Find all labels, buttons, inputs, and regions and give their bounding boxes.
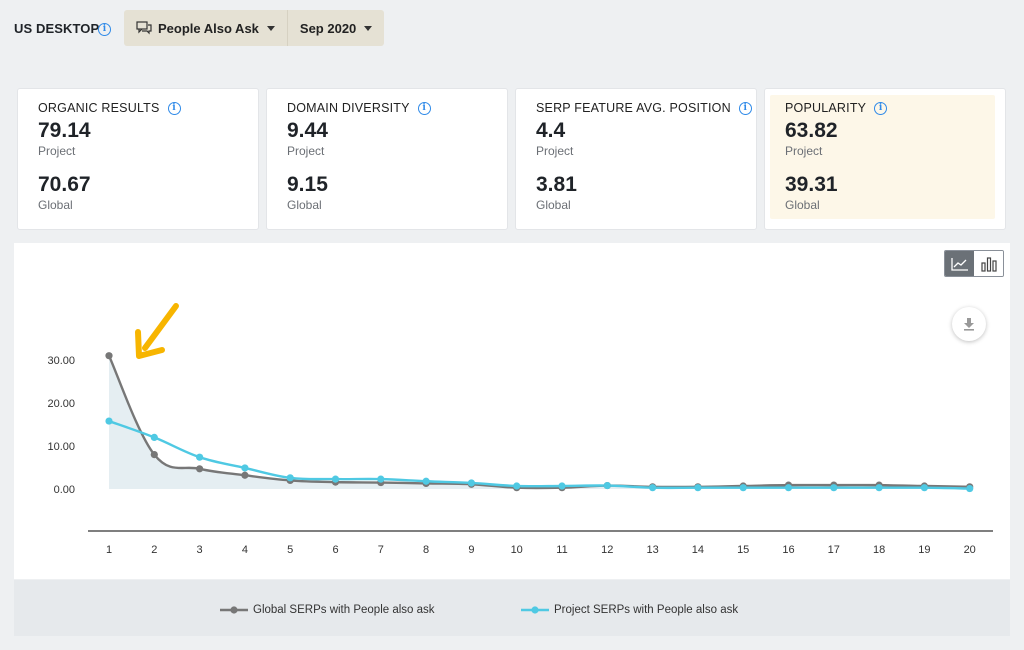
global-value: 70.67 [38,173,91,196]
card-title: ORGANIC RESULTS [38,101,160,115]
metric-card-popularity: POPULARITY i 63.82 Project 39.31 Global [764,88,1006,230]
date-dropdown[interactable]: Sep 2020 [286,10,384,46]
info-icon[interactable]: i [874,101,888,115]
serp-feature-label: People Also Ask [158,20,259,36]
global-value: 39.31 [785,173,838,196]
project-value: 63.82 [785,119,838,142]
card-title-row: POPULARITY i [785,101,1005,115]
legend-swatch-project [521,606,549,614]
chart-panel [14,243,1010,579]
project-label: Project [38,144,76,158]
info-icon[interactable]: i [738,101,752,115]
card-title: POPULARITY [785,101,867,115]
legend-label: Global SERPs with People also ask [253,604,435,616]
download-button[interactable] [952,307,986,341]
global-label: Global [536,198,571,212]
card-title-row: DOMAIN DIVERSITY i [287,101,507,115]
metric-card-serp-feature-avg-position: SERP FEATURE AVG. POSITION i 4.4 Project … [515,88,757,230]
metric-card-domain-diversity: DOMAIN DIVERSITY i 9.44 Project 9.15 Glob… [266,88,508,230]
serp-feature-dropdown[interactable]: People Also Ask [124,10,287,46]
chart-type-toggle [944,250,1004,277]
chart-legend: Global SERPs with People also ask Projec… [14,580,1010,636]
global-value: 9.15 [287,173,328,196]
project-label: Project [536,144,574,158]
card-title-row: ORGANIC RESULTS i [38,101,258,115]
legend-swatch-global [220,606,248,614]
download-icon [964,318,974,331]
legend-item-global[interactable]: Global SERPs with People also ask [219,604,435,616]
project-value: 9.44 [287,119,328,142]
chevron-down-icon [266,25,275,31]
card-title: SERP FEATURE AVG. POSITION [536,101,731,115]
filter-dropdowns: People Also Ask Sep 2020 [124,10,385,46]
date-label: Sep 2020 [299,20,357,36]
info-icon[interactable]: i [417,101,431,115]
global-label: Global [287,198,322,212]
line-chart-toggle[interactable] [945,251,974,276]
metric-card-organic-results: ORGANIC RESULTS i 79.14 Project 70.67 Glo… [17,88,259,230]
project-label: Project [287,144,325,158]
info-icon[interactable]: i [167,101,181,115]
project-label: Project [785,144,823,158]
speech-bubbles-icon [136,21,152,35]
global-value: 3.81 [536,173,577,196]
card-highlight [770,95,995,219]
card-title-row: SERP FEATURE AVG. POSITION i [536,101,756,115]
legend-item-project[interactable]: Project SERPs with People also ask [520,604,738,616]
bar-chart-icon [980,256,997,272]
project-value: 4.4 [536,119,566,142]
bar-chart-toggle[interactable] [974,251,1003,276]
card-title: DOMAIN DIVERSITY [287,101,410,115]
device-label: US DESKTOP [14,21,100,36]
chevron-down-icon [364,25,373,31]
top-bar: US DESKTOP i People Also Ask Sep 2020 [0,0,1024,60]
project-value: 79.14 [38,119,91,142]
global-label: Global [785,198,820,212]
line-chart-icon [950,257,968,271]
global-label: Global [38,198,73,212]
legend-label: Project SERPs with People also ask [554,604,739,616]
info-icon[interactable]: i [98,23,111,36]
